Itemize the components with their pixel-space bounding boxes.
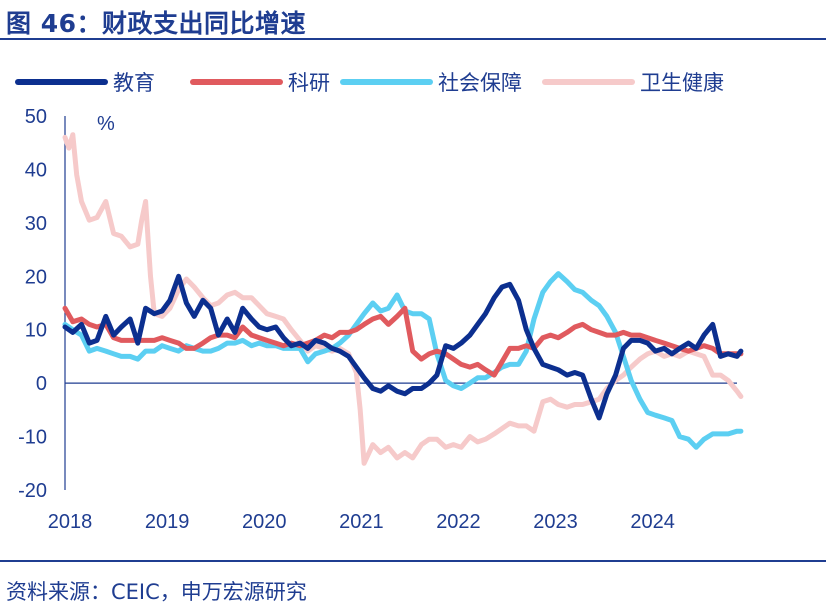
y-tick-label: 50 — [25, 106, 47, 128]
series-group — [62, 132, 744, 466]
series-line-1 — [62, 305, 744, 378]
y-tick-label: -10 — [18, 427, 47, 449]
title-rule — [0, 38, 826, 40]
figure-title: 图 46：财政支出同比增速 — [6, 9, 306, 38]
series-line-0 — [62, 273, 744, 421]
y-tick-label: 30 — [25, 213, 47, 235]
x-tick-label: 2021 — [339, 511, 384, 533]
legend-label: 卫生健康 — [640, 71, 724, 95]
legend-label: 社会保障 — [438, 71, 522, 95]
y-tick-label: 20 — [25, 266, 47, 288]
source-note: 资料来源：CEIC，申万宏源研究 — [6, 580, 307, 604]
x-tick-label: 2018 — [48, 511, 93, 533]
unit-label: % — [97, 113, 115, 135]
x-tick-label: 2023 — [533, 511, 578, 533]
y-tick-label: 0 — [36, 373, 47, 395]
footer-rule — [0, 560, 826, 562]
x-tick-label: 2019 — [145, 511, 190, 533]
y-tick-label: -20 — [18, 480, 47, 502]
legend-label: 科研 — [288, 71, 330, 95]
legend-label: 教育 — [113, 71, 155, 95]
x-axis: 2018 2019 2020 2021 2022 2023 2024 — [48, 382, 737, 533]
y-tick-label: 10 — [25, 320, 47, 342]
x-tick-label: 2020 — [242, 511, 287, 533]
y-axis: 50 40 30 20 10 0 -10 -20 — [18, 106, 66, 502]
legend: 教育 科研 社会保障 卫生健康 — [15, 71, 724, 95]
x-tick-label: 2022 — [436, 511, 481, 533]
x-tick-label: 2024 — [630, 511, 675, 533]
series-line-3 — [62, 132, 744, 466]
y-tick-label: 40 — [25, 159, 47, 181]
